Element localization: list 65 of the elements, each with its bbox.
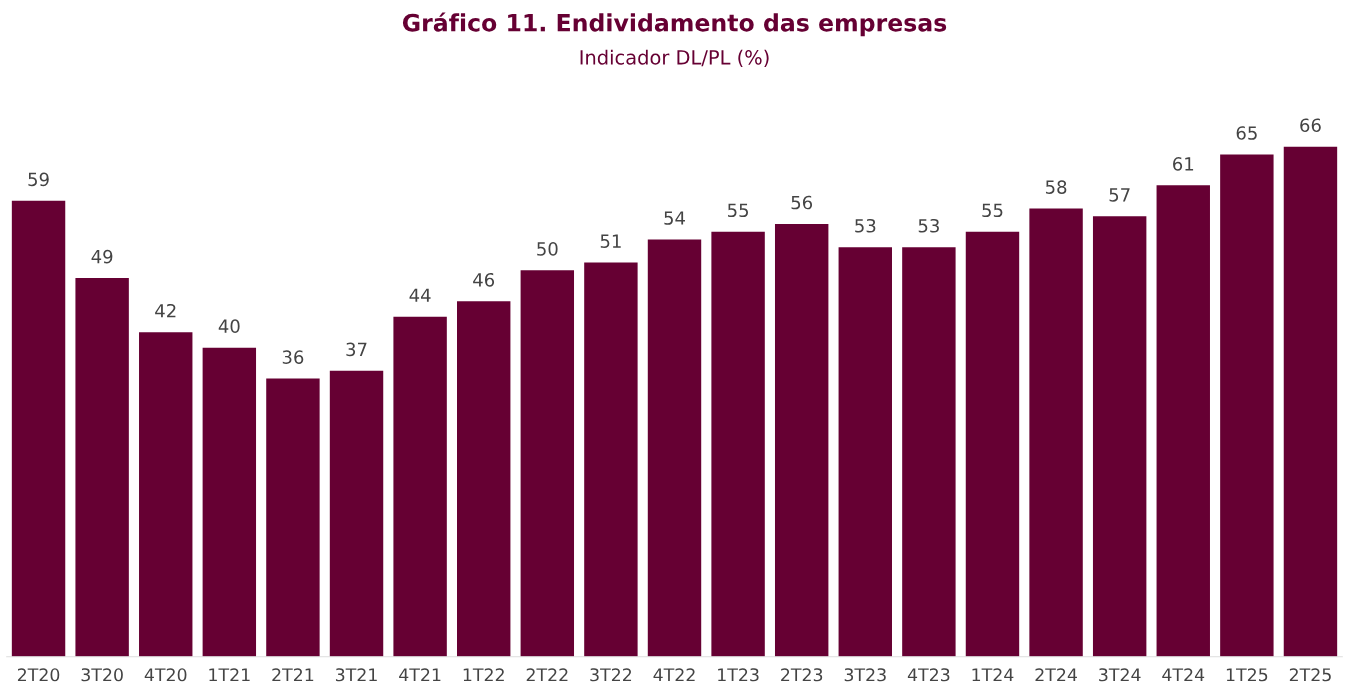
- x-tick-label: 3T22: [590, 668, 632, 682]
- bar: [139, 332, 193, 657]
- data-label: 56: [791, 195, 813, 210]
- x-tick-label: 4T24: [1162, 668, 1205, 682]
- bar: [202, 347, 257, 657]
- x-tick-label: 3T20: [81, 668, 123, 682]
- data-label: 54: [664, 211, 685, 225]
- x-tick-label: 2T20: [17, 668, 60, 682]
- bar: [965, 231, 1020, 657]
- chart-subtitle: Indicador DL/PL (%): [580, 49, 769, 67]
- bar: [520, 270, 575, 657]
- data-label: 58: [1045, 180, 1067, 194]
- x-tick-label: 4T22: [653, 668, 695, 682]
- x-tick-label: 2T24: [1035, 668, 1077, 682]
- data-label: 61: [1173, 157, 1194, 171]
- bar: [584, 262, 638, 657]
- x-tick-label: 2T21: [272, 668, 314, 682]
- data-label: 42: [155, 303, 176, 318]
- x-tick-label: 4T20: [144, 668, 187, 682]
- data-label: 50: [537, 242, 558, 256]
- x-tick-label: 3T24: [1099, 668, 1141, 682]
- bar: [1220, 154, 1274, 657]
- x-tick-label: 4T23: [907, 668, 950, 682]
- x-tick-label: 2T25: [1289, 668, 1331, 682]
- x-tick-label: 1T25: [1226, 668, 1268, 682]
- data-label: 37: [346, 342, 367, 357]
- bar: [1092, 216, 1147, 657]
- x-tick-label: 3T21: [335, 668, 377, 682]
- bar: [75, 278, 129, 657]
- x-tick-label: 3T23: [844, 668, 886, 682]
- data-label: 57: [1109, 188, 1130, 202]
- bar: [711, 231, 765, 657]
- data-label: 49: [91, 249, 113, 264]
- x-tick-label: 2T23: [781, 668, 823, 682]
- bar: [329, 370, 384, 657]
- bar: [902, 247, 956, 657]
- x-tick-label: 1T21: [209, 668, 250, 682]
- x-tick-label: 1T24: [972, 668, 1014, 682]
- bar: [1156, 185, 1210, 657]
- data-label: 65: [1236, 126, 1257, 140]
- data-label: 53: [918, 218, 939, 233]
- data-label: 55: [728, 203, 749, 218]
- bar: [647, 239, 702, 657]
- data-label: 59: [28, 172, 49, 187]
- bar: [1029, 208, 1083, 657]
- data-label: 36: [282, 350, 304, 364]
- bar: [457, 301, 511, 657]
- x-tick-label: 1T23: [718, 668, 759, 682]
- bar: [774, 223, 829, 657]
- data-label: 46: [473, 272, 495, 287]
- data-label: 51: [600, 234, 621, 248]
- bar: [393, 316, 447, 657]
- x-tick-label: 1T22: [463, 668, 504, 682]
- data-label: 55: [982, 203, 1003, 218]
- data-label: 53: [855, 218, 876, 233]
- data-label: 44: [409, 288, 431, 302]
- bar: [1283, 146, 1338, 657]
- bar: [838, 247, 892, 657]
- bar: [266, 378, 320, 657]
- x-tick-label: 4T21: [399, 668, 441, 682]
- x-tick-label: 2T22: [526, 668, 568, 682]
- bar: [11, 200, 66, 657]
- chart-title: Gráfico 11. Endividamento das empresas: [402, 12, 947, 37]
- data-label: 66: [1300, 118, 1321, 133]
- data-label: 40: [218, 319, 240, 334]
